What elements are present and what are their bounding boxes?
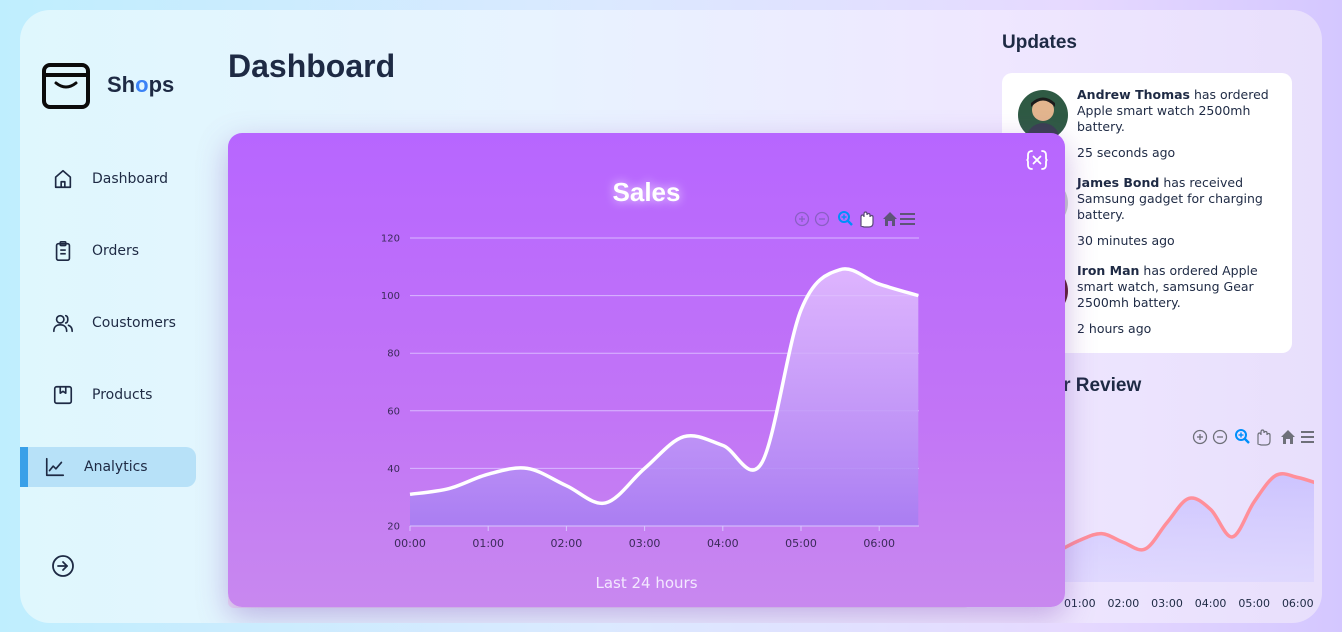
zoom-out-icon[interactable] xyxy=(1212,429,1228,445)
updates-title: Updates xyxy=(1002,32,1077,53)
sales-modal: Sales 20 40 60 80 100 120 00:00 01:00 0 xyxy=(228,133,1065,607)
shop-bag-icon xyxy=(42,63,90,109)
update-time: 30 minutes ago xyxy=(1077,233,1175,248)
sales-series-line xyxy=(409,267,919,506)
chart-toolbar xyxy=(1192,429,1314,446)
clipboard-icon xyxy=(55,241,71,261)
pan-hand-icon[interactable] xyxy=(860,211,874,228)
x-tick-label: 01:00 xyxy=(1064,597,1096,610)
chart-icon xyxy=(45,457,65,477)
x-tick-label: 02:00 xyxy=(1108,597,1140,610)
sidebar-item-label: Coustomers xyxy=(92,315,176,331)
app-name: Shops xyxy=(107,72,175,97)
chart-toolbar xyxy=(794,211,915,228)
pan-hand-icon[interactable] xyxy=(1257,429,1271,446)
sidebar-item-orders[interactable]: Orders xyxy=(20,231,196,271)
y-tick-label: 20 xyxy=(387,522,400,533)
sidebar-item-label: Products xyxy=(92,387,153,403)
selection-zoom-icon[interactable] xyxy=(1235,429,1250,444)
sales-y-axis-labels: 20 40 60 80 100 120 xyxy=(381,234,400,533)
y-tick-label: 120 xyxy=(381,234,400,245)
review-area-fill xyxy=(1058,473,1314,582)
reset-home-icon[interactable] xyxy=(1281,430,1295,444)
x-tick-label: 02:00 xyxy=(551,537,583,550)
sidebar-item-label: Dashboard xyxy=(92,171,168,187)
sales-area-fill xyxy=(410,268,919,526)
x-tick-label: 01:00 xyxy=(472,537,504,550)
y-tick-label: 60 xyxy=(387,406,400,417)
sidebar-item-label: Orders xyxy=(92,243,140,259)
update-text: James Bond has received Samsung gadget f… xyxy=(1077,175,1263,222)
users-icon xyxy=(53,314,73,333)
logo[interactable]: Shops xyxy=(41,60,174,110)
close-icon[interactable] xyxy=(1026,149,1048,171)
update-time: 2 hours ago xyxy=(1077,321,1152,336)
sidebar-item-products[interactable]: Products xyxy=(20,375,196,415)
sidebar-item-customers[interactable]: Coustomers xyxy=(20,303,196,343)
zoom-out-icon[interactable] xyxy=(814,211,830,227)
x-tick-label: 00:00 xyxy=(394,537,426,550)
home-icon xyxy=(54,169,72,189)
menu-icon[interactable] xyxy=(1301,431,1314,443)
sidebar-nav: Dashboard Orders Coustomers Products Ana… xyxy=(20,159,196,519)
x-tick-label: 05:00 xyxy=(785,537,817,550)
logout-icon[interactable] xyxy=(51,554,75,578)
review-x-axis-labels: 01:00 02:00 03:00 04:00 05:00 06:00 xyxy=(1064,597,1314,610)
sales-x-axis-labels: 00:00 01:00 02:00 03:00 04:00 05:00 06:00 xyxy=(394,526,895,550)
box-icon xyxy=(53,385,73,405)
x-tick-label: 04:00 xyxy=(1195,597,1227,610)
x-tick-label: 06:00 xyxy=(863,537,895,550)
update-text: Iron Man has ordered Apple smart watch, … xyxy=(1077,263,1258,310)
app-window: Shops Dashboard Orders Coustomers Produc… xyxy=(20,10,1322,623)
modal-caption: Last 24 hours xyxy=(595,574,698,592)
x-tick-label: 03:00 xyxy=(629,537,661,550)
zoom-in-icon[interactable] xyxy=(1192,429,1208,445)
review-series-line xyxy=(1057,471,1314,553)
x-tick-label: 03:00 xyxy=(1151,597,1183,610)
sidebar-item-dashboard[interactable]: Dashboard xyxy=(20,159,196,199)
modal-title: Sales xyxy=(612,177,681,207)
x-tick-label: 06:00 xyxy=(1282,597,1314,610)
sales-chart: 20 40 60 80 100 120 00:00 01:00 02:00 03:00 04:00… xyxy=(381,211,919,550)
reset-home-icon[interactable] xyxy=(883,212,897,226)
page-title: Dashboard xyxy=(228,48,396,84)
y-tick-label: 80 xyxy=(387,349,400,360)
x-tick-label: 04:00 xyxy=(707,537,739,550)
y-tick-label: 100 xyxy=(381,291,400,302)
x-tick-label: 05:00 xyxy=(1238,597,1270,610)
sidebar-item-label: Analytics xyxy=(84,459,148,475)
update-time: 25 seconds ago xyxy=(1077,145,1176,160)
selection-zoom-icon[interactable] xyxy=(838,211,853,226)
zoom-in-icon[interactable] xyxy=(794,211,810,227)
menu-icon[interactable] xyxy=(900,213,915,225)
customer-review-chart: 01:00 02:00 03:00 04:00 05:00 06:00 xyxy=(1057,429,1314,610)
sidebar-item-analytics[interactable]: Analytics xyxy=(20,447,196,487)
y-tick-label: 40 xyxy=(387,464,400,475)
update-text: Andrew Thomas has ordered Apple smart wa… xyxy=(1077,87,1269,134)
